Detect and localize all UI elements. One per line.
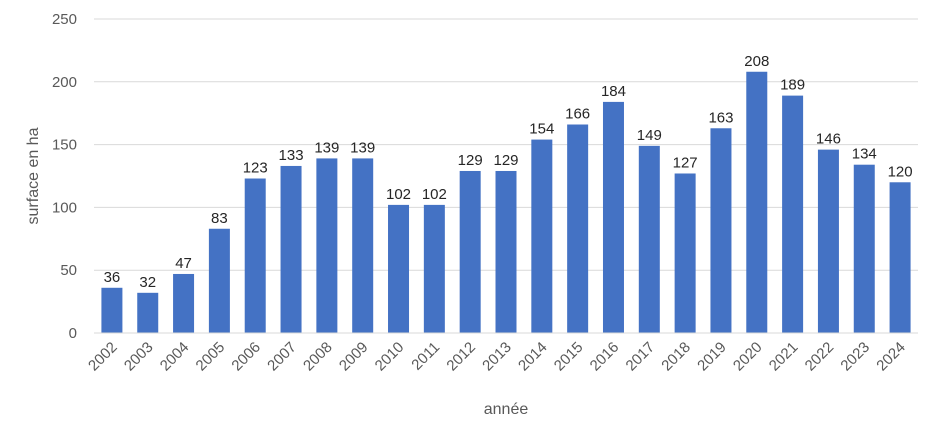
x-tick-label: 2019 xyxy=(694,339,730,375)
bar-2002 xyxy=(101,287,123,333)
x-tick-label: 2014 xyxy=(515,339,551,375)
x-tick-label: 2021 xyxy=(766,339,802,375)
data-labels: 36 32 47 83 123 133 139 139 102 102 129 129 154 166 18… xyxy=(104,53,913,291)
y-tick-label: 0 xyxy=(69,325,77,342)
x-tick-label: 2005 xyxy=(193,339,229,375)
bar-2010 xyxy=(388,204,410,333)
x-tick-label: 2015 xyxy=(551,339,587,375)
data-label-2007: 133 xyxy=(279,147,304,164)
bar-2017 xyxy=(638,145,660,333)
x-axis-title: année xyxy=(484,401,529,418)
x-tick-label: 2016 xyxy=(587,339,623,375)
bar-2023 xyxy=(853,164,875,333)
x-tick-label: 2013 xyxy=(479,339,515,375)
bar-2014 xyxy=(531,139,553,333)
data-label-2016: 184 xyxy=(601,83,626,100)
bar-2022 xyxy=(817,149,839,333)
data-label-2018: 127 xyxy=(673,154,698,171)
data-label-2009: 139 xyxy=(350,139,375,156)
data-label-2004: 47 xyxy=(175,255,192,272)
x-tick-label: 2012 xyxy=(443,339,479,375)
bar-2004 xyxy=(173,273,195,333)
bar-2015 xyxy=(567,124,589,333)
bar-2003 xyxy=(137,292,159,333)
bar-2019 xyxy=(710,128,732,333)
y-axis-title: surface en ha xyxy=(25,127,42,224)
data-label-2019: 163 xyxy=(708,109,733,126)
y-tick-label: 50 xyxy=(60,262,77,279)
bar-2011 xyxy=(423,204,445,333)
data-label-2002: 36 xyxy=(104,269,121,286)
y-tick-label: 150 xyxy=(52,137,77,154)
x-axis-ticks: 2002 2003 2004 2005 2006 2007 2008 2009 2010 2011… xyxy=(85,339,909,375)
x-tick-label: 2020 xyxy=(730,339,766,375)
x-tick-label: 2011 xyxy=(408,339,443,374)
bar-2005 xyxy=(208,228,230,333)
bar-2006 xyxy=(244,178,266,333)
bar-2009 xyxy=(352,158,374,333)
x-tick-label: 2003 xyxy=(121,339,157,375)
data-label-2006: 123 xyxy=(243,160,268,177)
bar-2024 xyxy=(889,182,911,333)
x-tick-label: 2004 xyxy=(157,339,193,375)
bar-2013 xyxy=(495,170,517,333)
bar-2008 xyxy=(316,158,338,333)
bar-2012 xyxy=(459,170,481,333)
x-tick-label: 2017 xyxy=(623,339,659,375)
y-tick-label: 200 xyxy=(52,74,77,91)
x-tick-label: 2023 xyxy=(837,339,873,375)
x-tick-label: 2018 xyxy=(658,339,694,375)
data-label-2010: 102 xyxy=(386,186,411,203)
data-label-2017: 149 xyxy=(637,127,662,144)
y-tick-label: 250 xyxy=(52,11,77,28)
bars xyxy=(101,71,911,334)
data-label-2008: 139 xyxy=(314,139,339,156)
data-label-2022: 146 xyxy=(816,131,841,148)
data-label-2005: 83 xyxy=(211,210,228,227)
y-axis-ticks: 0 50 100 150 200 250 xyxy=(52,11,77,342)
x-tick-label: 2006 xyxy=(228,339,264,375)
bar-2018 xyxy=(674,173,696,333)
x-tick-label: 2010 xyxy=(372,339,408,375)
data-label-2012: 129 xyxy=(458,152,483,169)
data-label-2020: 208 xyxy=(744,53,769,70)
gridlines xyxy=(94,18,918,271)
x-tick-label: 2002 xyxy=(85,339,121,375)
bar-2020 xyxy=(746,71,768,333)
bar-2016 xyxy=(602,101,624,334)
data-label-2011: 102 xyxy=(422,186,447,203)
x-tick-label: 2009 xyxy=(336,339,372,375)
data-label-2013: 129 xyxy=(493,152,518,169)
x-tick-label: 2024 xyxy=(873,339,909,375)
data-label-2023: 134 xyxy=(852,146,877,163)
data-label-2014: 154 xyxy=(529,121,554,138)
bar-2007 xyxy=(280,165,302,333)
data-label-2003: 32 xyxy=(139,274,156,291)
x-tick-label: 2008 xyxy=(300,339,336,375)
data-label-2015: 166 xyxy=(565,106,590,123)
bar-2021 xyxy=(782,95,804,333)
data-label-2024: 120 xyxy=(888,163,913,180)
x-tick-label: 2007 xyxy=(264,339,300,375)
x-tick-label: 2022 xyxy=(802,339,838,375)
data-label-2021: 189 xyxy=(780,77,805,94)
y-tick-label: 100 xyxy=(52,199,77,216)
